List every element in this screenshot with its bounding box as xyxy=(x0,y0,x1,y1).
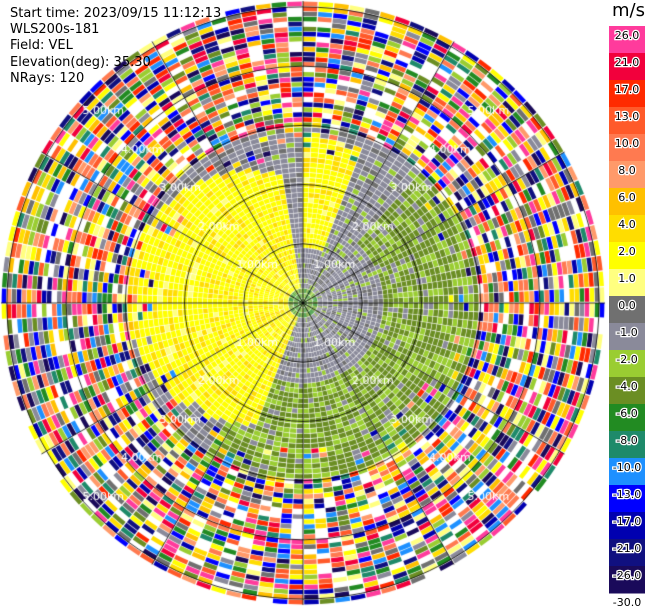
colorbar-swatch xyxy=(609,512,645,540)
colorbar-swatch xyxy=(609,107,645,135)
colorbar-swatch xyxy=(609,188,645,216)
colorbar-tick-label: -8.0 xyxy=(616,434,637,447)
info-panel: Start time: 2023/09/15 11:12:13 WLS200s-… xyxy=(10,6,221,87)
colorbar-swatch xyxy=(609,485,645,513)
colorbar-unit: m/s xyxy=(612,0,645,21)
colorbar-swatch xyxy=(609,566,645,594)
colorbar-swatch xyxy=(609,377,645,405)
colorbar-swatch xyxy=(609,215,645,243)
colorbar-swatch xyxy=(609,323,645,351)
colorbar-tick-label: 26.0 xyxy=(615,29,640,42)
colorbar-tick-label: -17.0 xyxy=(613,515,641,528)
colorbar-tick-label: 17.0 xyxy=(615,83,640,96)
colorbar-tick-label: 2.0 xyxy=(618,245,636,258)
colorbar-swatch xyxy=(609,539,645,567)
colorbar-tick-label: -1.0 xyxy=(616,326,637,339)
colorbar-swatch xyxy=(609,296,645,324)
colorbar-tick-label: -13.0 xyxy=(613,488,641,501)
colorbar-tick-label: -6.0 xyxy=(616,407,637,420)
colorbar-swatch xyxy=(609,134,645,162)
colorbar-tick-label: -30.0 xyxy=(613,596,641,607)
colorbar-tick-label: 13.0 xyxy=(615,110,640,123)
colorbar-tick-label: -26.0 xyxy=(613,569,641,582)
colorbar-tick-label: 0.0 xyxy=(618,299,636,312)
start-time: Start time: 2023/09/15 11:12:13 xyxy=(10,6,222,21)
colorbar-swatch xyxy=(609,404,645,432)
colorbar-swatch xyxy=(609,350,645,378)
elevation: Elevation(deg): 35.30 xyxy=(10,54,151,70)
colorbar-swatch xyxy=(609,431,645,459)
colorbar-tick-label: -10.0 xyxy=(613,461,641,474)
nrays: NRays: 120 xyxy=(10,70,85,86)
colorbar-tick-label: 4.0 xyxy=(618,218,636,231)
colorbar-swatch xyxy=(609,161,645,189)
colorbar-tick-label: 8.0 xyxy=(618,164,636,177)
colorbar-swatch xyxy=(609,458,645,486)
colorbar-swatch xyxy=(609,26,645,54)
colorbar-swatch xyxy=(609,53,645,81)
colorbar-tick-label: 10.0 xyxy=(615,137,640,150)
colorbar-tick-label: 21.0 xyxy=(615,56,640,69)
colorbar-tick-label: -2.0 xyxy=(616,353,637,366)
colorbar-swatch xyxy=(609,242,645,270)
colorbar-swatch xyxy=(609,80,645,108)
colorbar-tick-label: -21.0 xyxy=(613,542,641,555)
field-name: Field: VEL xyxy=(10,38,73,54)
colorbar-swatch xyxy=(609,269,645,297)
colorbar-tick-label: 1.0 xyxy=(618,272,636,285)
colorbar-tick-label: 6.0 xyxy=(618,191,636,204)
site-name: WLS200s-181 xyxy=(10,22,100,38)
colorbar-tick-label: -4.0 xyxy=(616,380,637,393)
